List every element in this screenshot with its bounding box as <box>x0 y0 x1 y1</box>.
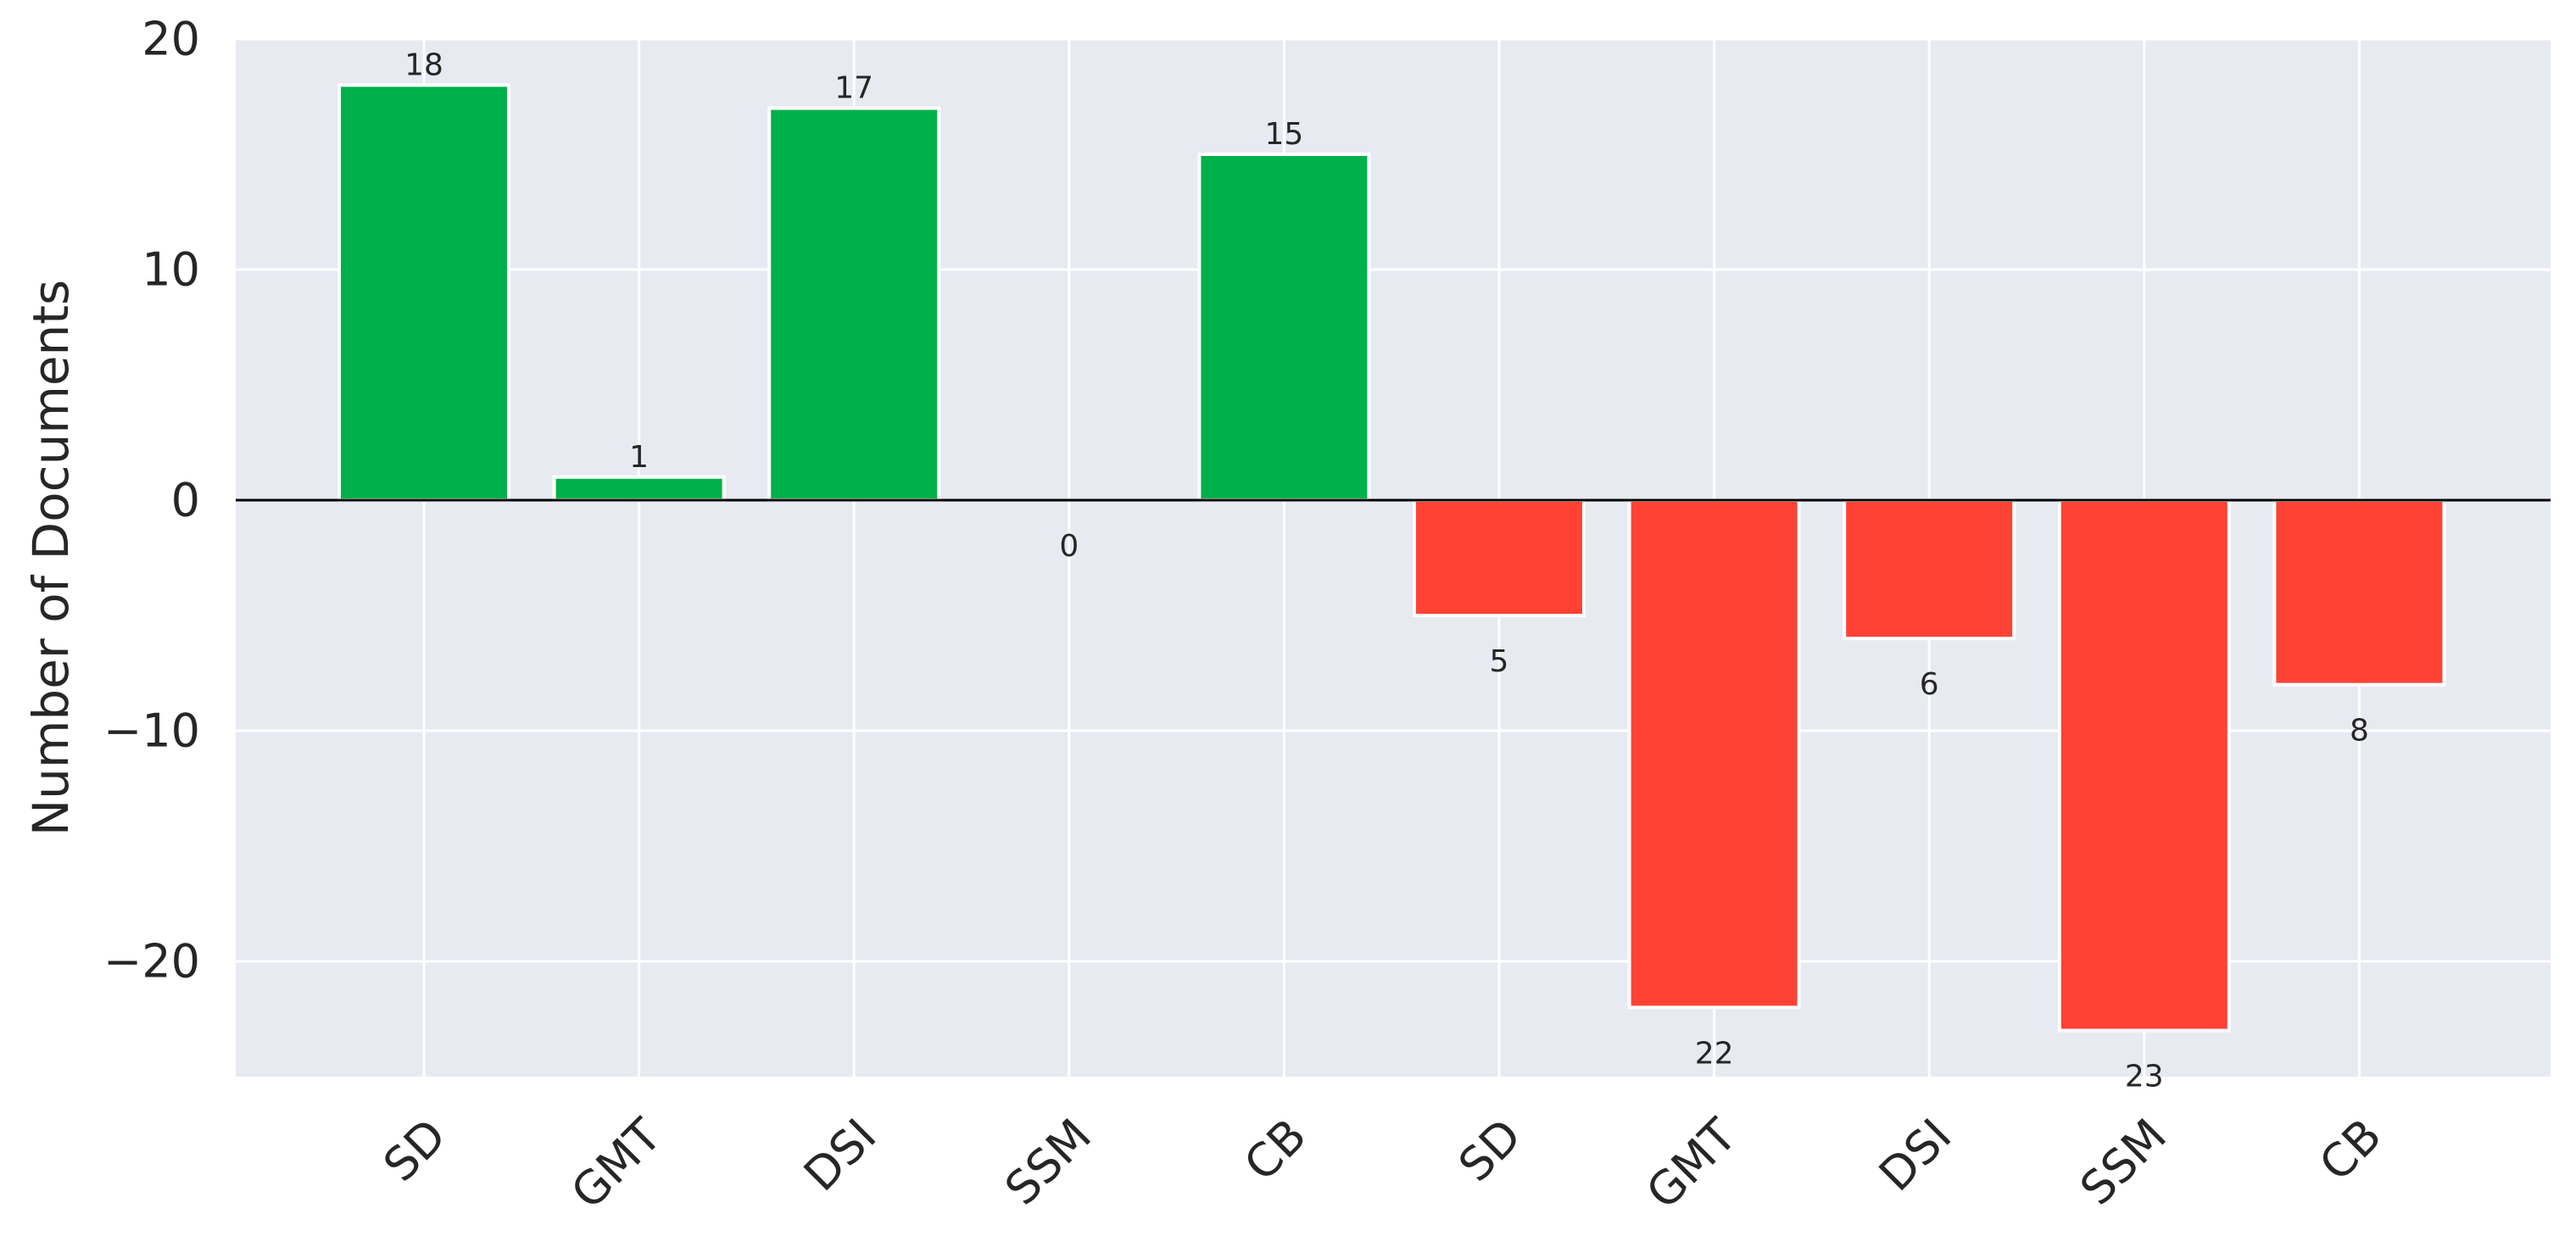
bar <box>1843 498 2016 641</box>
data-labels: 18 1 17 0 15 5 22 6 23 8 <box>404 47 2369 1094</box>
bar <box>1197 153 1371 502</box>
x-tick-label: CB <box>1234 1109 1316 1191</box>
x-tick-label: GMT <box>1636 1108 1747 1219</box>
bar-value-label: 6 <box>1920 667 1939 702</box>
y-tick-label: −10 <box>103 704 200 758</box>
x-tick-labels: SD GMT DSI SSM CB SD GMT DSI SSM CB <box>373 1108 2392 1219</box>
x-tick-label: GMT <box>560 1108 672 1219</box>
bar-value-label: 17 <box>834 71 873 106</box>
bar <box>552 475 726 502</box>
bar <box>2057 498 2231 1033</box>
x-tick-label: SD <box>1448 1109 1531 1192</box>
y-axis-title: Number of Documents <box>22 280 80 836</box>
y-tick-label: −20 <box>103 935 200 988</box>
bar <box>1413 498 1586 617</box>
y-tick-label: 20 <box>142 13 200 66</box>
x-tick-label: CB <box>2309 1109 2391 1191</box>
bar-value-label: 22 <box>1695 1036 1734 1071</box>
bar-value-label: 23 <box>2125 1060 2164 1094</box>
bar-value-label: 5 <box>1490 644 1509 679</box>
bar-value-label: 15 <box>1264 117 1303 152</box>
x-tick-label: DSI <box>794 1109 886 1201</box>
bar-value-label: 8 <box>2350 714 2369 749</box>
bar <box>767 106 941 502</box>
x-tick-label: SSM <box>995 1109 1101 1216</box>
x-tick-label: DSI <box>1869 1109 1961 1201</box>
bar <box>1627 498 1801 1010</box>
x-tick-label: SD <box>373 1109 456 1192</box>
bar-value-label: 0 <box>1059 529 1079 564</box>
x-tick-label: SSM <box>2070 1109 2177 1216</box>
bars <box>337 83 2446 1033</box>
bar-value-label: 1 <box>629 440 649 475</box>
y-tick-label: 0 <box>171 474 200 527</box>
bar-value-label: 18 <box>404 47 443 82</box>
y-tick-label: 10 <box>142 243 200 297</box>
bar <box>337 83 510 503</box>
bar <box>2272 498 2446 687</box>
y-tick-labels: −20 −10 0 10 20 <box>103 13 200 988</box>
